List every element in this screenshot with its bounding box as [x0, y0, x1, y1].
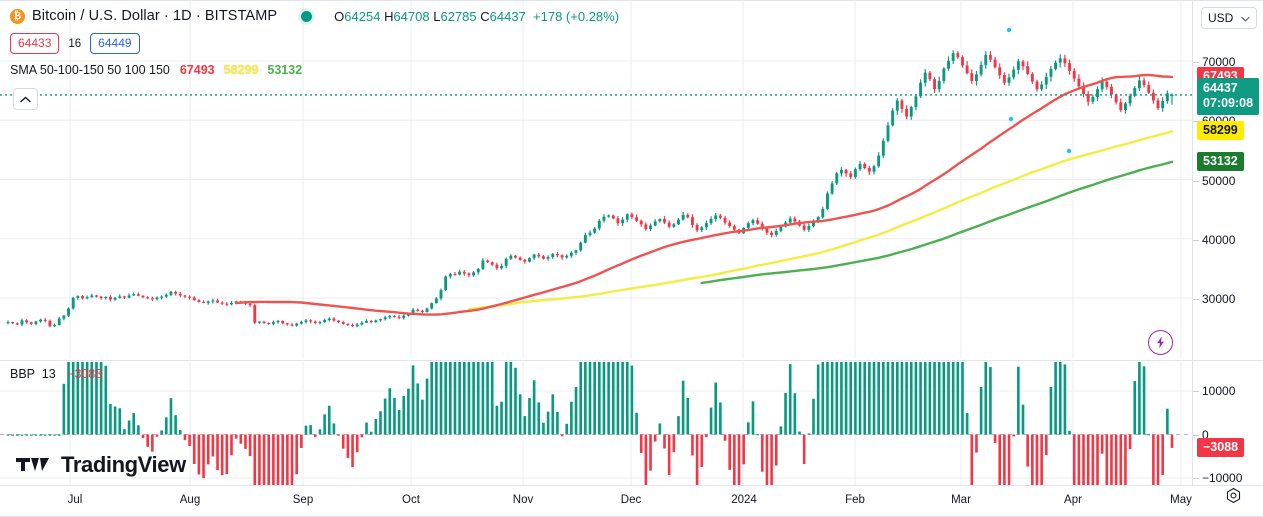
collapse-legend-button[interactable] — [13, 88, 38, 110]
time-axis-label: Nov — [512, 494, 534, 506]
bbp-axis-tick — [1193, 391, 1199, 392]
bbp-axis-tick-label: 0 — [1202, 427, 1209, 442]
bbp-axis-tick-label: −10000 — [1202, 471, 1243, 485]
time-axis-label: May — [1170, 494, 1192, 506]
time-axis-label: Sep — [292, 494, 314, 506]
price-axis-tick-label: 40000 — [1202, 232, 1236, 247]
currency-select-value: USD — [1208, 11, 1234, 25]
last-price-tag[interactable]: 64437 07:09:08 — [1197, 77, 1259, 115]
tradingview-logo-icon — [16, 457, 49, 471]
price-axis-tick — [1193, 62, 1199, 63]
price-axis-tick — [1193, 299, 1199, 300]
time-axis-label: Mar — [951, 494, 971, 506]
currency-select[interactable]: USD — [1201, 7, 1257, 29]
bbp-value: −3088 — [67, 367, 103, 381]
tradingview-logo-text: TradingView — [61, 452, 186, 477]
clock-settings-button[interactable] — [1222, 484, 1244, 506]
time-axis-label: Aug — [179, 494, 201, 506]
pane-divider — [0, 360, 1263, 361]
bbp-value-tag[interactable]: −3088 — [1197, 437, 1245, 457]
time-axis[interactable]: Jul Aug Sep Oct Nov Dec 2024 Feb Mar Apr May — [0, 486, 1263, 516]
bbp-axis-tick — [1193, 478, 1199, 479]
sma-slow-price-tag[interactable]: 53132 — [1197, 151, 1244, 171]
lightning-bolt-icon — [1157, 336, 1164, 349]
time-axis-label: Apr — [1064, 494, 1082, 506]
chevron-up-icon — [20, 96, 31, 102]
price-chart-svg — [0, 1, 1192, 359]
chevron-down-icon — [1241, 9, 1250, 27]
price-chart-pane[interactable] — [0, 1, 1192, 359]
bbp-axis-tick — [1193, 434, 1199, 436]
bbp-legend[interactable]: BBP 13 −3088 — [10, 367, 102, 381]
price-axis-tick — [1193, 239, 1199, 241]
bbp-indicator-pane[interactable] — [0, 362, 1192, 485]
clock-settings-icon — [1226, 487, 1240, 503]
axis-divider — [1192, 1, 1193, 485]
time-axis-label: Jul — [67, 494, 83, 506]
bbp-length: 13 — [41, 367, 56, 381]
sma-mid-price-tag[interactable]: 58299 — [1197, 121, 1244, 141]
price-axis-tick-label: 50000 — [1202, 173, 1236, 188]
price-axis-tick — [1193, 180, 1199, 182]
bbp-axis-tick-label: 10000 — [1202, 384, 1236, 398]
bbp-indicator-name[interactable]: BBP — [10, 367, 35, 381]
top-divider — [0, 0, 1263, 1]
time-axis-label: Dec — [620, 494, 642, 506]
price-axis-tick-label: 70000 — [1202, 55, 1236, 69]
tradingview-logo[interactable]: TradingView — [16, 452, 186, 478]
price-axis-tick-label: 30000 — [1202, 292, 1236, 306]
bbp-chart-svg — [0, 362, 1192, 485]
time-axis-divider — [0, 485, 1263, 486]
price-axis-tick — [1193, 121, 1199, 123]
price-axis[interactable]: 7000060000500004000030000674935829953132… — [1193, 1, 1263, 485]
time-axis-label: Feb — [845, 494, 865, 506]
time-axis-label: 2024 — [731, 494, 757, 506]
time-axis-label: Oct — [402, 494, 420, 506]
realtime-flash-button[interactable] — [1148, 330, 1173, 355]
